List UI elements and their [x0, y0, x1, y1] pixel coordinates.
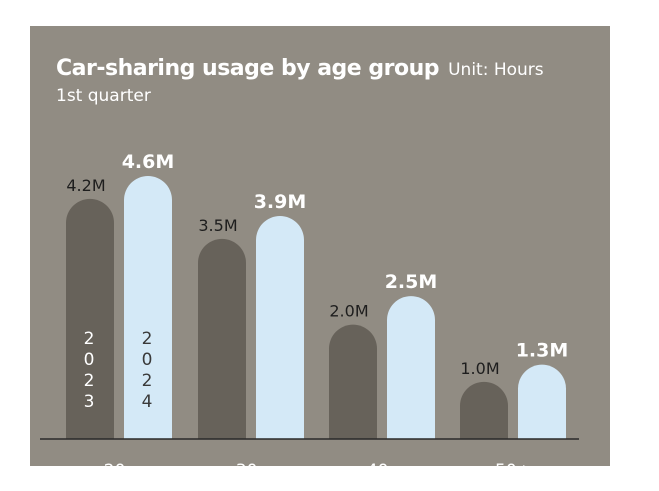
- bar-2023-50+: [460, 381, 508, 439]
- legend-2024-char: 2: [142, 329, 153, 349]
- data-label-2023-30s: 3.5M: [198, 216, 237, 235]
- legend-2024-char: 0: [142, 350, 153, 370]
- bar-2023-30s: [198, 238, 246, 439]
- chart-title-row: Car-sharing usage by age group Unit: Hou…: [56, 56, 544, 81]
- data-label-2023-20s: 4.2M: [66, 176, 105, 195]
- bar-2024-20s: [124, 176, 172, 439]
- bar-2024-50+: [518, 364, 566, 439]
- bar-2024-40s: [387, 296, 435, 439]
- data-label-2024-50+: 1.3M: [516, 340, 569, 362]
- x-tick-label-0: 20s: [104, 461, 135, 466]
- legend-2024-char: 4: [142, 392, 153, 412]
- bar-chart: 4.2M20234.6M202420s3.5M3.9M30s2.0M2.5M40…: [40, 151, 579, 466]
- bar-2023-40s: [329, 324, 377, 439]
- legend-2023-char: 0: [84, 350, 95, 370]
- data-label-2024-20s: 4.6M: [122, 151, 175, 173]
- data-label-2024-40s: 2.5M: [385, 271, 438, 293]
- x-tick-label-2: 40s: [367, 461, 398, 466]
- chart-card: Car-sharing usage by age group Unit: Hou…: [30, 26, 610, 466]
- bar-2024-30s: [256, 216, 304, 439]
- chart-title: Car-sharing usage by age group: [56, 56, 440, 81]
- legend-2023-char: 2: [84, 371, 95, 391]
- chart-unit-label: Unit: Hours: [448, 60, 544, 80]
- legend-2024-char: 2: [142, 371, 153, 391]
- chart-subtitle: 1st quarter: [56, 86, 151, 106]
- legend-2023-char: 2: [84, 329, 95, 349]
- bar-2023-20s: [66, 198, 114, 439]
- legend-2023-char: 3: [84, 392, 95, 412]
- data-label-2024-30s: 3.9M: [254, 191, 307, 213]
- x-tick-label-3: 50+: [495, 461, 531, 466]
- data-label-2023-50+: 1.0M: [460, 359, 499, 378]
- x-tick-label-1: 30s: [236, 461, 267, 466]
- data-label-2023-40s: 2.0M: [329, 302, 368, 321]
